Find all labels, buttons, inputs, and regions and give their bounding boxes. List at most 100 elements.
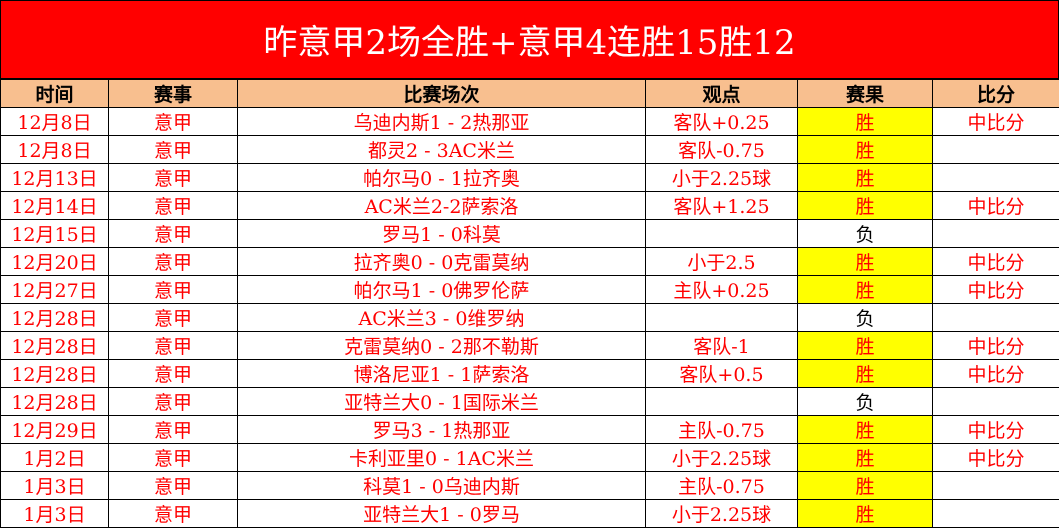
cell-score <box>932 163 1059 192</box>
cell-date: 12月8日 <box>0 135 109 164</box>
cell-match: AC米兰3 - 0维罗纳 <box>237 303 646 332</box>
table-row: 12月13日 意甲 帕尔马0 - 1拉齐奥 小于2.25球胜 <box>0 163 1059 192</box>
cell-league: 意甲 <box>108 219 238 248</box>
cell-score: 中比分 <box>932 359 1059 388</box>
table-row: 12月28日 意甲 克雷莫纳0 - 2那不勒斯 客队-1 胜中比分 <box>0 331 1059 360</box>
cell-pick: 客队+0.25 <box>645 107 798 136</box>
cell-league: 意甲 <box>108 387 238 416</box>
table-row: 12月28日 意甲 亚特兰大0 - 1国际米兰 负 <box>0 387 1059 416</box>
header-pick: 观点 <box>645 79 798 108</box>
table-row: 12月29日 意甲 罗马3 - 1热那亚 主队-0.75 胜中比分 <box>0 415 1059 444</box>
cell-pick: 小于2.25球 <box>645 163 798 192</box>
cell-date: 12月28日 <box>0 387 109 416</box>
header-league: 赛事 <box>108 79 238 108</box>
cell-pick: 主队-0.75 <box>645 415 798 444</box>
cell-pick: 小于2.25球 <box>645 443 798 472</box>
cell-league: 意甲 <box>108 499 238 528</box>
cell-pick <box>645 219 798 248</box>
cell-score: 中比分 <box>932 275 1059 304</box>
cell-result: 胜 <box>797 359 933 388</box>
cell-match: 拉齐奥0 - 0克雷莫纳 <box>237 247 646 276</box>
cell-match: 亚特兰大1 - 0罗马 <box>237 499 646 528</box>
cell-date: 12月8日 <box>0 107 109 136</box>
cell-league: 意甲 <box>108 247 238 276</box>
cell-date: 12月20日 <box>0 247 109 276</box>
cell-score <box>932 499 1059 528</box>
cell-date: 1月3日 <box>0 499 109 528</box>
table-row: 12月28日 意甲 AC米兰3 - 0维罗纳 负 <box>0 303 1059 332</box>
table-row: 12月15日 意甲 罗马1 - 0科莫 负 <box>0 219 1059 248</box>
cell-match: 乌迪内斯1 - 2热那亚 <box>237 107 646 136</box>
cell-match: 亚特兰大0 - 1国际米兰 <box>237 387 646 416</box>
header-row: 时间 赛事 比赛场次 观点 赛果 比分 <box>0 79 1059 108</box>
cell-match: 帕尔马0 - 1拉齐奥 <box>237 163 646 192</box>
cell-date: 12月28日 <box>0 331 109 360</box>
cell-date: 12月28日 <box>0 303 109 332</box>
cell-match: AC米兰2-2萨索洛 <box>237 191 646 220</box>
cell-match: 罗马3 - 1热那亚 <box>237 415 646 444</box>
cell-match: 罗马1 - 0科莫 <box>237 219 646 248</box>
table-row: 12月14日 意甲 AC米兰2-2萨索洛 客队+1.25 胜中比分 <box>0 191 1059 220</box>
cell-league: 意甲 <box>108 415 238 444</box>
cell-result: 胜 <box>797 107 933 136</box>
cell-pick: 小于2.25球 <box>645 499 798 528</box>
cell-result: 胜 <box>797 247 933 276</box>
cell-date: 12月28日 <box>0 359 109 388</box>
cell-date: 12月14日 <box>0 191 109 220</box>
table-row: 1月3日 意甲 科莫1 - 0乌迪内斯 主队-0.75 胜 <box>0 471 1059 500</box>
cell-result: 胜 <box>797 331 933 360</box>
page-title: 昨意甲2场全胜+意甲4连胜15胜12 <box>0 0 1059 79</box>
cell-league: 意甲 <box>108 275 238 304</box>
cell-date: 12月27日 <box>0 275 109 304</box>
cell-result: 胜 <box>797 499 933 528</box>
cell-score <box>932 219 1059 248</box>
cell-score <box>932 303 1059 332</box>
cell-pick: 客队+0.5 <box>645 359 798 388</box>
cell-league: 意甲 <box>108 359 238 388</box>
cell-score: 中比分 <box>932 191 1059 220</box>
cell-league: 意甲 <box>108 331 238 360</box>
table-row: 1月2日 意甲 卡利亚里0 - 1AC米兰 小于2.25球胜中比分 <box>0 443 1059 472</box>
cell-league: 意甲 <box>108 191 238 220</box>
cell-league: 意甲 <box>108 107 238 136</box>
cell-score: 中比分 <box>932 331 1059 360</box>
cell-league: 意甲 <box>108 443 238 472</box>
cell-result: 胜 <box>797 191 933 220</box>
cell-match: 帕尔马1 - 0佛罗伦萨 <box>237 275 646 304</box>
cell-pick <box>645 387 798 416</box>
header-date: 时间 <box>0 79 109 108</box>
header-score: 比分 <box>932 79 1059 108</box>
cell-pick: 主队+0.25 <box>645 275 798 304</box>
cell-date: 12月15日 <box>0 219 109 248</box>
cell-league: 意甲 <box>108 163 238 192</box>
cell-result: 负 <box>797 303 933 332</box>
cell-pick: 客队-0.75 <box>645 135 798 164</box>
cell-pick: 主队-0.75 <box>645 471 798 500</box>
cell-result: 胜 <box>797 443 933 472</box>
cell-score <box>932 135 1059 164</box>
cell-result: 胜 <box>797 135 933 164</box>
cell-pick: 客队+1.25 <box>645 191 798 220</box>
cell-score: 中比分 <box>932 107 1059 136</box>
cell-result: 胜 <box>797 275 933 304</box>
results-table: 时间 赛事 比赛场次 观点 赛果 比分 12月8日 意甲 乌迪内斯1 - 2热那亚 客队+0.2… <box>0 79 1059 528</box>
cell-league: 意甲 <box>108 135 238 164</box>
cell-pick: 客队-1 <box>645 331 798 360</box>
cell-league: 意甲 <box>108 303 238 332</box>
cell-date: 1月2日 <box>0 443 109 472</box>
header-result: 赛果 <box>797 79 933 108</box>
cell-date: 12月13日 <box>0 163 109 192</box>
cell-date: 1月3日 <box>0 471 109 500</box>
cell-date: 12月29日 <box>0 415 109 444</box>
table-row: 12月27日 意甲 帕尔马1 - 0佛罗伦萨 主队+0.25 胜中比分 <box>0 275 1059 304</box>
table-row: 12月8日 意甲 都灵2 - 3AC米兰 客队-0.75 胜 <box>0 135 1059 164</box>
cell-score: 中比分 <box>932 247 1059 276</box>
header-match: 比赛场次 <box>237 79 646 108</box>
cell-result: 胜 <box>797 163 933 192</box>
cell-pick: 小于2.5 <box>645 247 798 276</box>
table-row: 12月8日 意甲 乌迪内斯1 - 2热那亚 客队+0.25 胜中比分 <box>0 107 1059 136</box>
cell-score: 中比分 <box>932 443 1059 472</box>
cell-result: 胜 <box>797 415 933 444</box>
cell-match: 都灵2 - 3AC米兰 <box>237 135 646 164</box>
table-row: 1月3日 意甲 亚特兰大1 - 0罗马 小于2.25球胜 <box>0 499 1059 528</box>
